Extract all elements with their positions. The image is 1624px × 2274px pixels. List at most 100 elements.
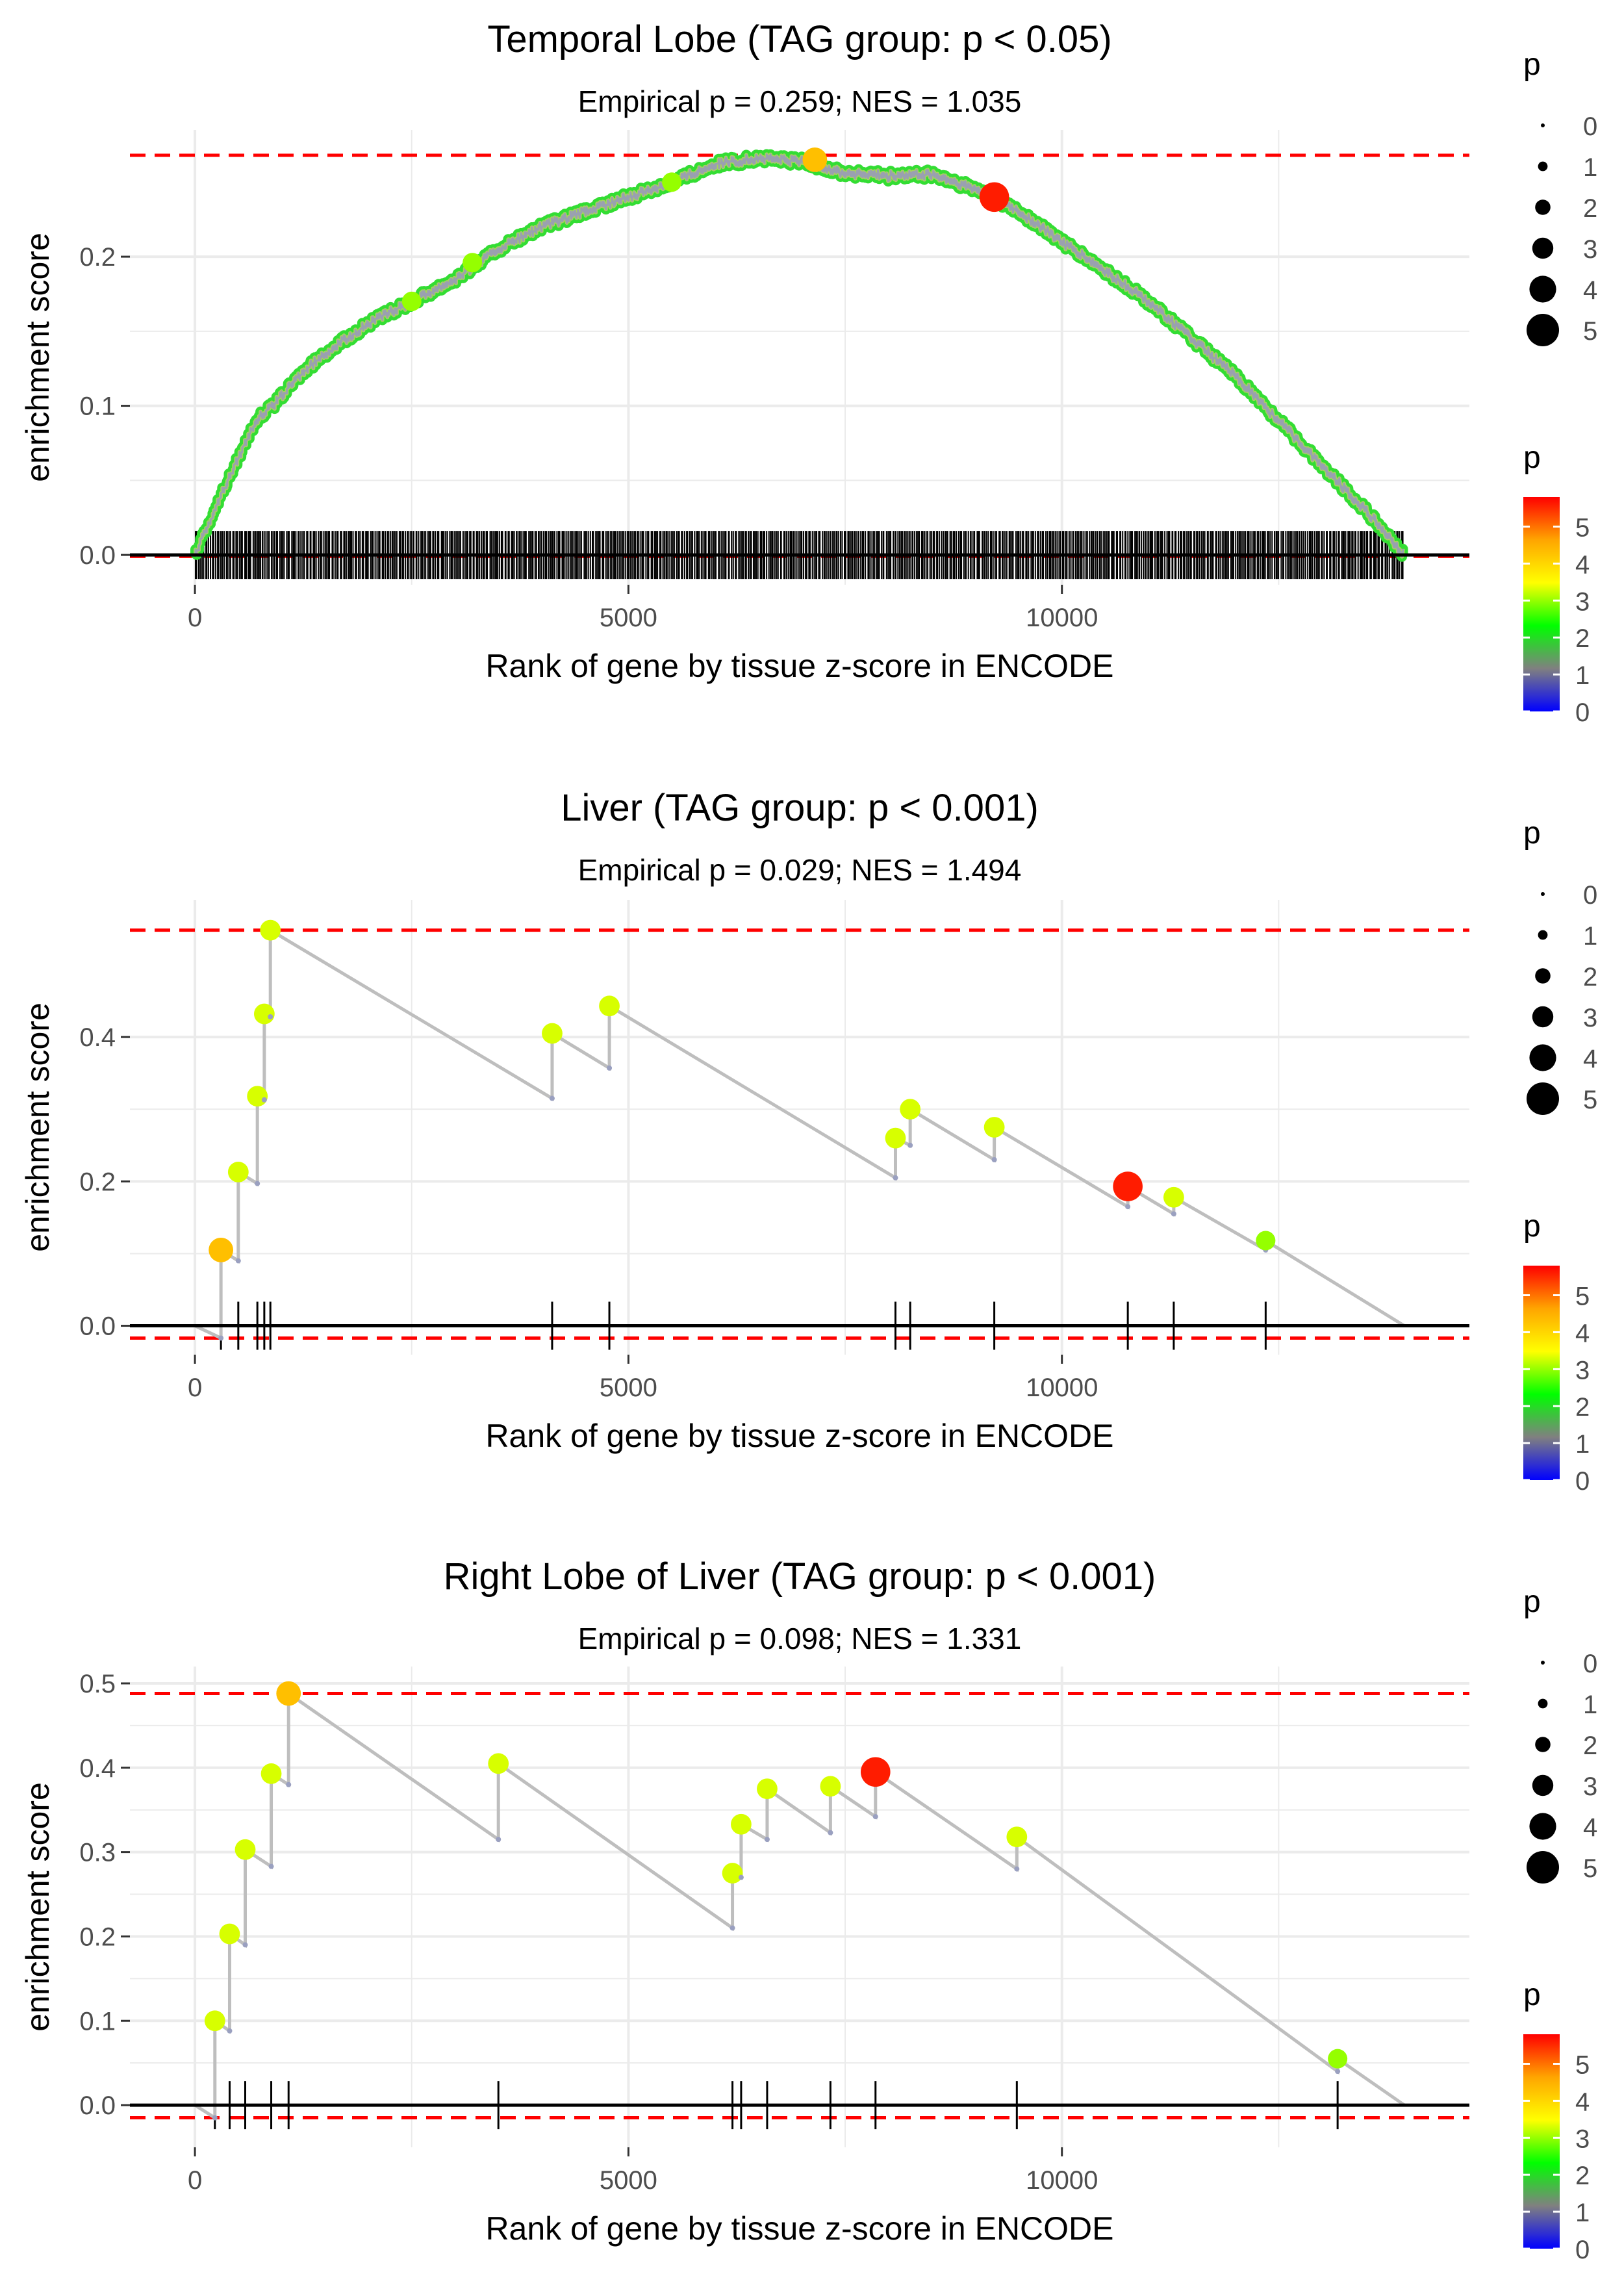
size-legend-dot [1529,1044,1556,1071]
hit-point [900,1099,921,1120]
x-tick-label: 5000 [600,1373,657,1402]
color-bar-label: 1 [1575,661,1590,690]
size-legend-label: 5 [1583,317,1597,346]
pre-hit-point [764,1837,770,1843]
chart-title: Right Lobe of Liver (TAG group: p < 0.00… [444,1555,1156,1598]
color-bar-label: 4 [1575,2088,1590,2116]
pre-hit-point [607,1065,613,1071]
x-axis-title: Rank of gene by tissue z-score in ENCODE [485,2210,1113,2247]
size-legend-label: 3 [1583,1772,1597,1801]
size-legend-label: 3 [1583,235,1597,264]
color-bar [1523,1266,1560,1480]
size-legend-label: 2 [1583,194,1597,223]
y-axis-title: enrichment score [19,1782,56,2032]
size-legend-label: 1 [1583,153,1597,182]
hit-point [885,1127,906,1149]
size-legend-dot [1532,1774,1554,1796]
y-tick-label: 0.1 [79,392,116,421]
color-bar-label: 4 [1575,1319,1590,1348]
legends: p 0 1 2 3 4 5 p 0 1 2 3 4 5 [1523,47,1597,727]
hit-points [401,147,1009,311]
y-axis-title: enrichment score [19,233,56,482]
size-legend-label: 3 [1583,1004,1597,1032]
pre-hit-point [1335,2069,1341,2075]
x-tick-label: 0 [188,1373,202,1402]
size-legend-title: p [1523,47,1541,82]
pre-hit-point [738,1874,744,1880]
color-bar-label: 2 [1575,1393,1590,1422]
hit-point [219,1923,240,1945]
hit-point [260,1763,282,1784]
size-legend-dot [1529,275,1556,303]
chart-subtitle: Empirical p = 0.259; NES = 1.035 [578,84,1022,118]
color-bar-label: 0 [1575,1467,1590,1496]
y-tick-label: 0.3 [79,1839,116,1867]
y-tick-label: 0.5 [79,1670,116,1698]
color-bar-label: 3 [1575,2125,1590,2153]
size-legend-dot [1535,199,1551,215]
size-legend-dot [1541,892,1545,896]
size-legend-label: 5 [1583,1086,1597,1114]
pre-hit-point [907,1142,913,1148]
y-tick-label: 0.4 [79,1023,116,1052]
hit-point [463,253,483,273]
x-tick-label: 0 [188,2166,202,2195]
color-bar [1523,2034,1560,2249]
running-es-line [194,1690,1406,2121]
chart-subtitle: Empirical p = 0.029; NES = 1.494 [578,853,1022,887]
x-axis-title: Rank of gene by tissue z-score in ENCODE [485,1418,1113,1454]
color-bar-label: 5 [1575,514,1590,543]
running-es-line [190,149,1408,562]
gridlines [130,1667,1469,2147]
legends: p 0 1 2 3 4 5 p 0 1 2 3 4 5 [1523,1585,1597,2264]
hit-point [276,1681,301,1706]
pre-hit-point [828,1830,833,1835]
color-bar-label: 1 [1575,2199,1590,2227]
es-curve-halo [190,149,1408,562]
y-axis: 0.0 0.2 0.4 [79,1023,130,1341]
hit-point [235,1839,256,1860]
pre-hit-point [1014,1866,1020,1872]
pre-hit-point [212,2115,218,2121]
y-tick-label: 0.0 [79,2091,116,2120]
color-bar-label: 1 [1575,1430,1590,1459]
size-legend-label: 4 [1583,276,1597,305]
size-legend-label: 0 [1583,881,1597,910]
x-axis: 0 5000 10000 [188,585,1098,632]
pre-hit-point [268,1014,273,1019]
hit-point [204,2010,225,2032]
panel-3: Right Lobe of Liver (TAG group: p < 0.00… [19,1555,1597,2264]
size-legend-dot [1538,930,1548,940]
pre-hit-point [286,1782,292,1787]
y-tick-label: 0.2 [79,1168,116,1196]
pre-hit-point [235,1258,241,1264]
pre-hit-point [261,1097,267,1103]
hit-point [722,1863,743,1884]
hit-point [401,291,422,311]
pre-hit-point [496,1837,501,1843]
color-legend-title: p [1523,441,1541,475]
hit-point [488,1753,509,1774]
color-bar-label: 5 [1575,2051,1590,2080]
color-legend-title: p [1523,1978,1541,2012]
running-es-line [194,927,1406,1341]
size-legend-dot [1538,1698,1548,1709]
pre-hit-point [218,1335,224,1341]
legends: p 0 1 2 3 4 5 p 0 1 2 3 4 5 [1523,816,1597,1496]
y-tick-label: 0.2 [79,1923,116,1951]
hit-point [979,182,1009,212]
hit-point [542,1023,563,1044]
pre-hit-point [991,1157,997,1162]
hit-point [1113,1171,1143,1201]
pre-hit-point [549,1095,555,1101]
hit-point [253,1003,275,1025]
x-axis-title: Rank of gene by tissue z-score in ENCODE [485,648,1113,684]
hit-point [860,1757,891,1787]
size-legend-label: 2 [1583,1731,1597,1760]
size-legend-dot [1541,123,1545,127]
pre-hit-point [1171,1211,1176,1217]
pre-hit-point [268,1863,274,1869]
size-legend-label: 4 [1583,1813,1597,1842]
color-bar-label: 5 [1575,1283,1590,1311]
